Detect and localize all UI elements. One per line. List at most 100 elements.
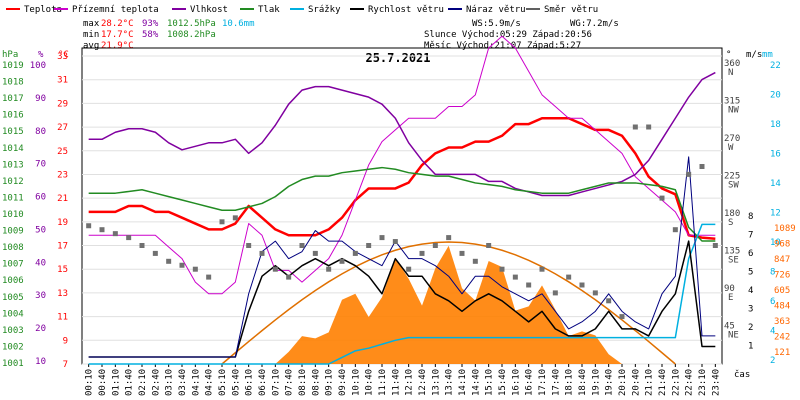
tick-dir: 90 [724,284,735,294]
radiation-arc [221,241,676,365]
tick-hpa: 1010 [2,210,24,220]
tick-wm: 968 [774,240,790,250]
wind-dir-point [592,290,598,296]
tick-c: 29 [57,99,68,109]
tick-wm: 484 [774,302,790,312]
wind-dir-point [246,243,252,248]
axis-unit-c_unit: °C [58,50,69,60]
wind-dir-point [406,266,412,272]
wind-dir-point [512,274,518,280]
wind-dir-point [686,171,692,177]
tick-pct: 80 [35,127,46,137]
tick-x: 05:10 [218,369,228,396]
stat-moon: Měsíc Východ:21:07 Západ:5:27 [424,41,581,51]
wind-dir-point [392,239,398,245]
axis-unit-deg_unit: ° [726,50,731,60]
tick-wm: 726 [774,271,790,281]
chart-title: 25.7.2021 [365,51,430,65]
tick-pct: 70 [35,160,46,170]
stat-min-temp: 17.7°C [101,30,134,40]
plot-area [86,35,718,365]
radiation-area [221,241,676,365]
wind-dir-point [152,250,158,256]
tick-hpa: 1002 [2,342,24,352]
stat-max-label: max [83,19,100,29]
tick-hpa: 1017 [2,94,24,104]
axis-unit-hpa_unit: hPa [2,50,18,60]
wind-dir-point [699,164,705,169]
tick-x: 08:40 [311,369,321,396]
tick-ms: 6 [748,249,753,259]
tick-x: 01:40 [125,369,135,396]
tick-dir: 270 [724,134,740,144]
legend-item-3: Tlak [240,5,280,15]
series-line [88,71,716,197]
wind-dir-point [86,223,92,229]
series-0 [88,116,716,241]
wind-dir-point [366,243,372,248]
tick-dir-label: SW [728,181,739,191]
tick-x: 21:40 [658,369,668,396]
tick-x: 20:10 [618,369,628,396]
tick-c: 21 [57,194,68,204]
axis-unit-pct_unit: % [38,50,44,60]
wind-dir-point [232,215,238,221]
tick-hpa: 1012 [2,177,24,187]
tick-dir: 180 [724,209,740,219]
tick-pct: 10 [35,357,46,367]
tick-wm: 121 [774,348,790,358]
series-line [88,223,716,365]
wind-dir-point [166,258,172,264]
tick-c: 31 [57,76,68,86]
tick-x: 10:10 [351,369,361,396]
tick-x: 19:40 [605,369,615,396]
stat-min-press: 1008.2hPa [167,30,216,40]
tick-c: 23 [57,170,68,180]
tick-dir: 45 [724,322,735,332]
wind-dir-point [299,243,305,248]
tick-c: 17 [57,242,68,252]
wind-dir-point [99,227,105,233]
tick-x: 07:40 [285,369,295,396]
stat-avg-label: avg [83,41,99,51]
tick-hpa: 1011 [2,193,24,203]
tick-mm: 20 [770,91,781,101]
wind-dir-point [619,314,625,320]
tick-ms: 3 [748,305,753,315]
wind-dir-point [126,235,132,241]
wind-dir-point [326,266,332,272]
tick-dir-label: NE [728,331,739,341]
tick-mm: 12 [770,209,781,219]
tick-x: 14:40 [471,369,481,396]
wind-dir-point [539,266,545,272]
wind-dir-point [339,258,345,264]
tick-x: 03:40 [178,369,188,396]
tick-pct: 40 [35,258,46,268]
tick-x: 11:40 [391,369,401,396]
legend-label: Přízemní teplota [72,5,159,15]
wind-dir-point [632,124,638,130]
wind-dir-point [566,274,572,280]
tick-dir: 225 [724,172,740,182]
tick-x: 03:10 [165,369,175,396]
tick-mm: 22 [770,61,781,71]
tick-mm: 6 [770,297,775,307]
tick-dir-label: SE [728,256,739,266]
tick-ms: 7 [748,231,753,241]
tick-mm: 16 [770,150,781,160]
legend-item-2: Vlhkost [172,5,228,15]
wind-dir-point [206,274,212,280]
axis-unit-mm_unit: mm [762,50,773,60]
tick-x: 16:40 [525,369,535,396]
stat-max-temp: 28.2°C [101,19,134,29]
series-4 [88,223,716,365]
tick-dir-label: S [728,218,733,228]
tick-dir: 135 [724,247,740,257]
tick-x: 15:40 [498,369,508,396]
tick-dir-label: W [728,143,734,153]
legend-label: Rychlost větru [368,5,444,15]
wind-dir-point [352,250,358,256]
wind-dir-point [472,258,478,264]
wind-dir-point [432,243,438,248]
tick-hpa: 1014 [2,144,24,154]
